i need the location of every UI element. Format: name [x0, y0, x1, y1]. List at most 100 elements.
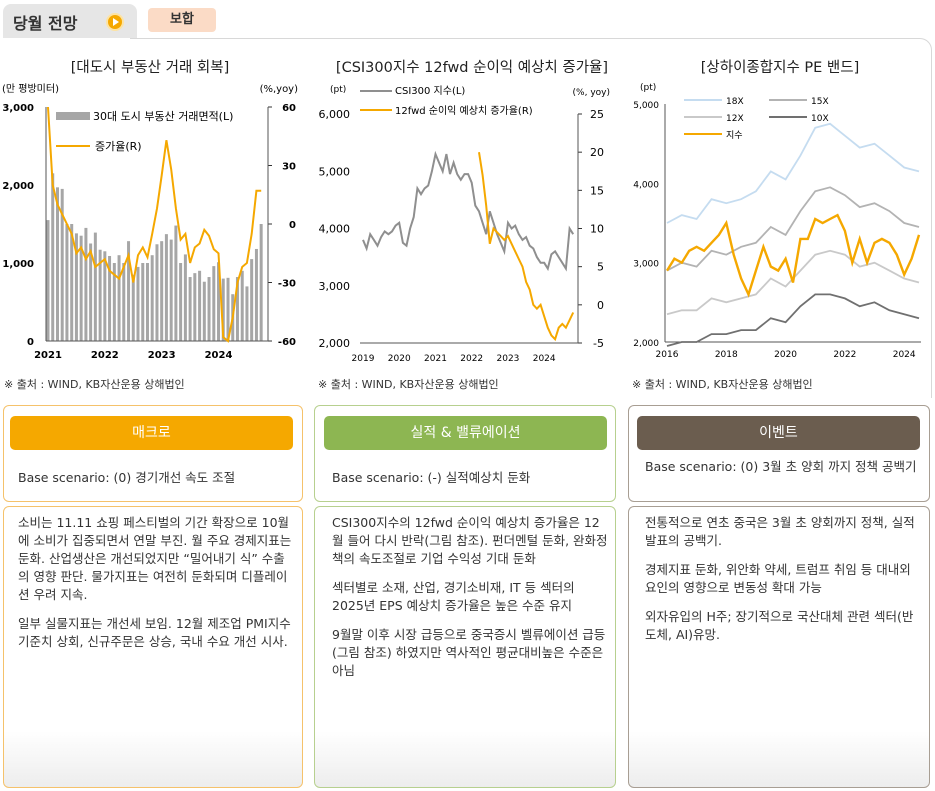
chart-1-title: [대도시 부동산 거래 회복] [70, 60, 230, 76]
area-bar [93, 232, 97, 341]
earnings-paragraph-2: 섹터별로 소재, 산업, 경기소비재, IT 등 섹터의 2025년 EPS 예… [332, 580, 575, 613]
chart-csi300-eps: (pt) (%, yoy) 6,000 5,000 4,000 3,000 2,000 25 2… [319, 85, 611, 364]
area-bar [155, 244, 159, 341]
area-bar [217, 262, 221, 341]
area-bar [160, 241, 164, 341]
pe-band-line-5 [665, 213, 921, 298]
legend-bar-label: 30대 도시 부동산 거래면적(L) [93, 110, 233, 123]
left-tick-label: 2,000 [319, 337, 351, 350]
right-tick-label: -30 [278, 279, 296, 290]
x-tick-label: 2023 [497, 354, 520, 364]
y-tick-label: 3,000 [633, 260, 659, 270]
outlook-badge: 보합 [148, 8, 216, 32]
y-tick-label: 5,000 [633, 101, 659, 111]
y-tick-label: 2,000 [633, 339, 659, 349]
area-bar [136, 266, 140, 341]
area-bar [79, 235, 83, 341]
x-tick-label: 2022 [91, 350, 119, 361]
macro-scenario: Base scenario: (0) 경기개선 속도 조절 [18, 470, 236, 485]
play-arrow-icon[interactable] [106, 13, 124, 31]
right-tick-label: 0 [597, 299, 604, 312]
right-tick-label: 15 [590, 184, 604, 197]
top-bar: 당월 전망 보합 [0, 0, 935, 398]
x-tick-label: 2018 [715, 350, 738, 360]
macro-body-card [3, 506, 303, 788]
outlook-title: 당월 전망 [13, 14, 78, 33]
csi300-index-line [362, 150, 575, 272]
header-divider [130, 38, 920, 39]
legend-eps-label: 12fwd 순이익 예상치 증가율(R) [395, 105, 533, 117]
x-tick-label: 2016 [656, 350, 679, 360]
legend-index-label: CSI300 지수(L) [395, 85, 465, 97]
area-bar [141, 263, 145, 341]
area-bar [150, 255, 154, 341]
x-tick-label: 2024 [893, 350, 916, 360]
legend-label: 15X [811, 97, 829, 107]
y-tick-label: 4,000 [633, 180, 659, 190]
macro-header: 매크로 [10, 416, 293, 450]
left-tick-label: 1,000 [2, 259, 34, 270]
legend-label: 18X [726, 97, 744, 107]
earnings-scenario: Base scenario: (-) 실적예상치 둔화 [332, 470, 531, 485]
area-bar [131, 274, 135, 341]
area-bar [240, 270, 244, 341]
event-paragraph-2: 경제지표 둔화, 위안화 약세, 트럼프 취임 등 대내외 요인의 영향으로 변… [645, 562, 911, 595]
earnings-body: CSI300지수의 12fwd 순이익 예상치 증가율은 12월 들어 다시 반… [332, 514, 608, 691]
earnings-paragraph-3: 9월말 이후 시장 급등으로 중국증시 벨류에이션 급등(그림 참조) 하였지만… [332, 627, 606, 678]
x-tick-label: 2022 [460, 354, 483, 364]
outlook-tab[interactable]: 당월 전망 [3, 4, 137, 38]
left-tick-label: 3,000 [319, 280, 351, 293]
earnings-header: 실적 & 밸류에이션 [324, 416, 607, 450]
area-bar [207, 277, 211, 341]
earnings-body-card [314, 506, 616, 788]
event-scenario: Base scenario: (0) 3월 초 양회 까지 정책 공백기 [645, 459, 917, 474]
x-tick-label: 2019 [352, 354, 375, 364]
right-tick-label: 0 [289, 220, 296, 231]
area-bar [46, 220, 50, 341]
area-bar [112, 263, 116, 341]
pe-band-line-4 [666, 293, 920, 347]
macro-paragraph-2: 일부 실물지표는 개선세 보임. 12월 제조업 PMI지수 기준치 상회, 신… [18, 616, 291, 649]
pe-band-line-2 [666, 186, 920, 272]
area-bar [174, 225, 178, 341]
right-axis-unit: (%,yoy) [260, 84, 299, 95]
right-tick-label: -5 [593, 337, 604, 350]
area-bar [108, 255, 112, 341]
right-tick-label: 10 [590, 223, 604, 236]
chart-2-source: ※ 출처 : WIND, KB자산운용 상해법인 [318, 378, 499, 391]
right-tick-label: 60 [282, 103, 296, 114]
event-paragraph-1: 전통적으로 연초 중국은 3월 초 양회까지 정책, 실적발표의 공백기. [645, 515, 915, 548]
right-tick-label: 25 [590, 108, 604, 121]
area-bar [89, 243, 93, 341]
area-bar [60, 188, 64, 341]
area-bar [235, 277, 239, 341]
area-bar [221, 278, 225, 341]
left-tick-label: 6,000 [319, 108, 351, 121]
macro-paragraph-1: 소비는 11.11 쇼핑 페스티벌의 기간 확장으로 10월에 소비가 집중되면… [18, 515, 292, 602]
left-tick-label: 3,000 [2, 103, 34, 114]
area-bar [183, 254, 187, 341]
area-bar [202, 281, 206, 341]
x-tick-label: 2020 [774, 350, 797, 360]
area-bar [188, 277, 192, 341]
left-axis-unit: (pt) [330, 85, 346, 95]
area-bar [122, 263, 126, 341]
area-bar [179, 263, 183, 341]
event-body-card [628, 506, 930, 788]
axis-unit: (pt) [640, 83, 656, 93]
chart-2-title: [CSI300지수 12fwd 순이익 예상치 증가율] [335, 60, 609, 76]
chart-real-estate: (만 평방미터) (%,yoy) 3,000 2,000 1,000 0 60 30 0 -30 -… [2, 83, 299, 361]
left-tick-label: 0 [27, 337, 34, 348]
macro-body: 소비는 11.11 쇼핑 페스티벌의 기간 확장으로 10월에 소비가 집중되면… [18, 514, 294, 662]
right-tick-label: 20 [590, 146, 604, 159]
area-bar [51, 173, 55, 341]
legend-label: 10X [811, 114, 829, 124]
legend-bar-swatch [56, 112, 90, 120]
area-bar [65, 224, 69, 341]
area-bar [250, 259, 254, 341]
pe-band-line-1 [666, 122, 920, 224]
area-bar [127, 241, 131, 341]
area-bar [245, 286, 249, 341]
area-bar [98, 249, 102, 341]
